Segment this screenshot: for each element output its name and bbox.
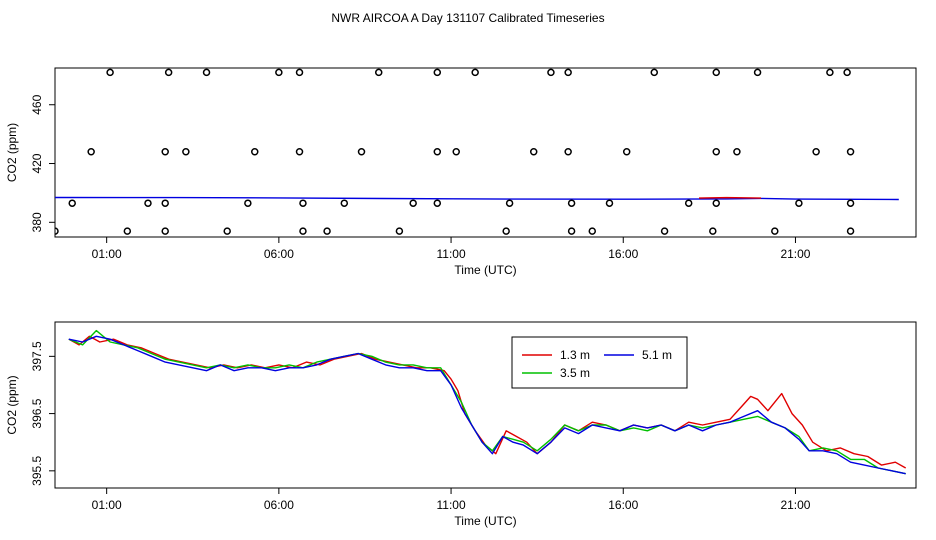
y-tick-label-top: 380 (30, 212, 44, 232)
data-point (712, 199, 720, 207)
data-point (843, 68, 851, 77)
data-point (712, 68, 720, 77)
data-point (660, 227, 669, 235)
y-tick-label-bottom: 396.5 (30, 398, 44, 428)
data-point (795, 199, 803, 207)
data-point (529, 148, 538, 156)
x-axis-label-bottom: Time (UTC) (454, 514, 516, 528)
data-point (622, 148, 631, 156)
data-point (395, 227, 404, 235)
data-point (650, 68, 659, 77)
x-tick-label-top: 16:00 (608, 247, 638, 261)
data-point (684, 199, 693, 207)
data-point (471, 68, 479, 77)
plot-frame-top (54, 67, 917, 238)
x-tick-label-bottom: 06:00 (264, 498, 294, 512)
data-point (567, 199, 576, 207)
data-point (712, 148, 720, 156)
data-point (564, 148, 572, 156)
data-point (433, 199, 442, 207)
plot-frame-bottom (54, 321, 917, 489)
series-line-blue-top (55, 196, 899, 201)
legend: 1.3 m 5.1 m 3.5 m (511, 336, 688, 389)
data-point (182, 148, 190, 156)
data-point (564, 68, 572, 77)
legend-label: 5.1 m (642, 348, 672, 362)
data-point (295, 68, 304, 77)
data-point (433, 148, 442, 156)
data-point (846, 227, 855, 235)
y-tick-label-top: 460 (30, 94, 44, 114)
data-point (144, 199, 152, 207)
x-tick-label-top: 21:00 (780, 247, 810, 261)
x-tick-label-bottom: 01:00 (92, 498, 122, 512)
data-point (547, 68, 555, 77)
data-point (202, 68, 211, 77)
x-tick-label-bottom: 16:00 (608, 498, 638, 512)
data-point (106, 68, 114, 77)
x-axis-label-top: Time (UTC) (454, 263, 516, 277)
data-point (340, 199, 349, 207)
plot-area-top (55, 68, 899, 235)
data-point (733, 148, 741, 156)
data-point (567, 227, 576, 235)
data-point (299, 199, 307, 207)
series-line-3-5-m-bottom (68, 329, 906, 475)
data-point (771, 227, 779, 235)
panel-top: 01:00 06:00 11:00 16:00 21:00 Time (UTC) 380 42… (5, 67, 917, 277)
y-tick-label-top: 420 (30, 153, 44, 173)
data-point (161, 199, 169, 207)
data-point (323, 227, 331, 235)
series-line-red-top (698, 196, 762, 199)
data-point (68, 199, 76, 207)
data-point (409, 199, 417, 207)
x-tick-label-bottom: 21:00 (780, 498, 810, 512)
data-point (164, 68, 173, 77)
data-point (123, 227, 132, 235)
data-point (588, 227, 597, 235)
series-line-5-1-m-bottom (68, 335, 906, 475)
data-point (846, 148, 855, 156)
data-point (502, 227, 510, 235)
y-tick-label-bottom: 397.5 (30, 341, 44, 371)
legend-label: 3.5 m (560, 366, 590, 380)
x-tick-label-top: 01:00 (92, 247, 122, 261)
panel-bottom: 01:00 06:00 11:00 16:00 21:00 Time (UTC) 395.5… (5, 321, 917, 528)
y-tick-label-bottom: 395.5 (30, 455, 44, 485)
data-point (433, 68, 442, 77)
x-tick-label-bottom: 11:00 (436, 498, 465, 512)
data-point (295, 148, 304, 156)
data-point (87, 148, 95, 156)
data-point (223, 227, 231, 235)
data-point (605, 199, 614, 207)
data-point (161, 148, 169, 156)
data-point (357, 148, 366, 156)
data-point (505, 199, 514, 207)
data-point (299, 227, 307, 235)
data-point (374, 68, 383, 77)
plot-area-bottom (68, 329, 907, 475)
data-point (846, 199, 855, 207)
data-point (161, 227, 169, 235)
data-point (812, 148, 820, 156)
data-point (753, 68, 762, 77)
data-point (251, 148, 259, 156)
x-tick-label-top: 11:00 (436, 247, 465, 261)
data-point (55, 227, 59, 235)
data-point (275, 68, 283, 77)
data-point (826, 68, 834, 77)
data-point (452, 148, 460, 156)
legend-label: 1.3 m (560, 348, 590, 362)
y-axis-label-top: CO2 (ppm) (5, 123, 19, 182)
data-point (244, 199, 252, 207)
y-axis-label-bottom: CO2 (ppm) (5, 375, 19, 434)
x-tick-label-top: 06:00 (264, 247, 294, 261)
legend-box (511, 336, 688, 389)
data-point (709, 227, 717, 235)
chart-title: NWR AIRCOA A Day 131107 Calibrated Times… (331, 11, 604, 25)
